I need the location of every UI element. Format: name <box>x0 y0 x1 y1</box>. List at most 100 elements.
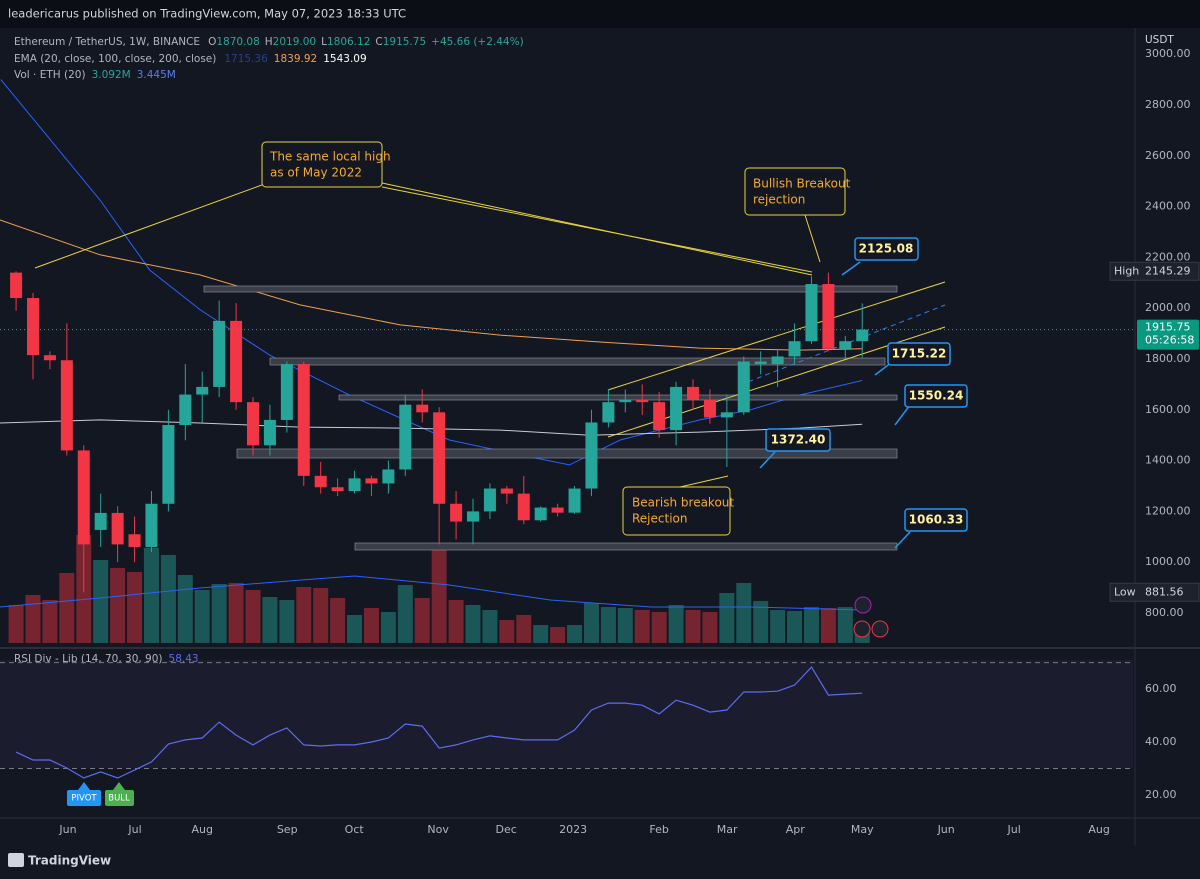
level-label: 1715.22 <box>892 347 947 361</box>
level-label: 1550.24 <box>909 389 964 403</box>
volume-bar <box>550 626 566 643</box>
zone <box>236 448 898 459</box>
candle-body <box>348 478 361 492</box>
candle-body <box>162 425 175 504</box>
pointer-line <box>841 261 861 276</box>
volume-bar <box>245 589 261 643</box>
volume-bar <box>770 609 786 643</box>
volume-bar <box>380 611 396 643</box>
volume-bar <box>313 587 329 643</box>
candle-body <box>77 450 90 545</box>
pointer-line <box>894 404 911 426</box>
callout-text: Bearish breakout <box>632 496 734 510</box>
volume-bar <box>634 609 650 643</box>
level-box <box>854 237 919 261</box>
ohlc-key: O <box>208 36 216 48</box>
candle-body <box>179 394 192 426</box>
pointer-line <box>759 451 776 469</box>
volume-bar <box>516 614 532 643</box>
candle-body <box>230 320 243 403</box>
candle-body <box>805 284 818 342</box>
candle-body <box>331 487 344 492</box>
candle-body <box>196 386 209 395</box>
event-icon[interactable] <box>854 596 872 614</box>
brand-logo <box>8 853 24 867</box>
candle-body <box>568 488 581 513</box>
candle-body <box>467 511 479 522</box>
volume-bar <box>685 609 701 643</box>
volume-bar <box>719 592 735 643</box>
rsi-tick-label: 40.00 <box>1145 735 1177 748</box>
candle-body <box>703 399 716 418</box>
x-tick-label: Sep <box>277 823 298 836</box>
ohlc-key: L <box>321 36 327 48</box>
zone <box>338 394 898 401</box>
candle-body <box>297 364 310 476</box>
event-icon[interactable] <box>853 620 871 638</box>
candle-body <box>653 402 666 431</box>
volume-bar <box>651 611 667 643</box>
candle-layer <box>10 271 869 593</box>
y-tick-label: 1800.00 <box>1145 352 1191 365</box>
candle-body <box>382 469 395 484</box>
y-tick-label: 2200.00 <box>1145 250 1191 263</box>
volume-bar <box>736 582 752 643</box>
candle-body <box>619 399 632 403</box>
candle-body <box>602 402 615 423</box>
volume-bar <box>583 602 599 643</box>
ohlc-value: 1915.75 <box>383 36 426 48</box>
candle-body <box>754 361 767 365</box>
callout-text: as of May 2022 <box>270 166 362 180</box>
event-icon[interactable] <box>871 620 889 638</box>
candle-body <box>737 361 750 413</box>
signal-label: PIVOT <box>71 794 97 804</box>
volume-bar <box>567 625 583 643</box>
signal-pointer <box>113 782 125 790</box>
callout-box <box>622 486 731 536</box>
y-tick-label: 2800.00 <box>1145 98 1191 111</box>
volume-bar <box>59 572 75 643</box>
zone <box>203 285 898 293</box>
x-tick-label: Jun <box>58 823 76 836</box>
zone <box>269 357 886 366</box>
volume-bar <box>533 625 549 643</box>
candle-body <box>263 419 276 446</box>
candle-body <box>399 404 412 470</box>
annotations: The same local high as of May 2022 Bulli… <box>67 141 968 806</box>
price-box <box>1137 319 1199 350</box>
brand: TradingView <box>28 854 111 868</box>
candle-body <box>145 503 158 547</box>
candle-body <box>551 507 564 513</box>
signal-pointer <box>78 782 90 790</box>
x-tick-label: Aug <box>191 823 212 836</box>
volume-ma <box>0 575 863 611</box>
extreme-box <box>1109 261 1200 281</box>
volume-bar <box>194 589 210 643</box>
y-tick-label: 1400.00 <box>1145 454 1191 467</box>
candle-body <box>500 488 513 494</box>
candle-body <box>128 534 141 547</box>
volume-layer <box>0 534 870 643</box>
ema-line <box>0 419 863 436</box>
candle-body <box>788 341 801 357</box>
candle-body <box>213 320 226 387</box>
volume-bar <box>803 607 819 643</box>
y-tick-label: 2600.00 <box>1145 149 1191 162</box>
candle-body <box>314 475 327 488</box>
candle-body <box>247 402 259 446</box>
candle-body <box>27 298 39 356</box>
rsi-tick-label: 60.00 <box>1145 682 1177 695</box>
volume-bar <box>414 597 430 643</box>
y-tick-label: 2000.00 <box>1145 301 1191 314</box>
x-tick-label: Apr <box>786 823 806 836</box>
volume-bar <box>499 619 515 643</box>
level-box <box>904 508 968 532</box>
callout-text: The same local high <box>269 150 391 164</box>
rsi-legend: RSI Div - Lib (14, 70, 30, 90) 58.43 <box>14 653 199 665</box>
level-label: 2125.08 <box>859 242 914 256</box>
x-tick-label: Jun <box>937 823 955 836</box>
candle-body <box>43 355 56 361</box>
x-tick-label: Feb <box>649 823 668 836</box>
